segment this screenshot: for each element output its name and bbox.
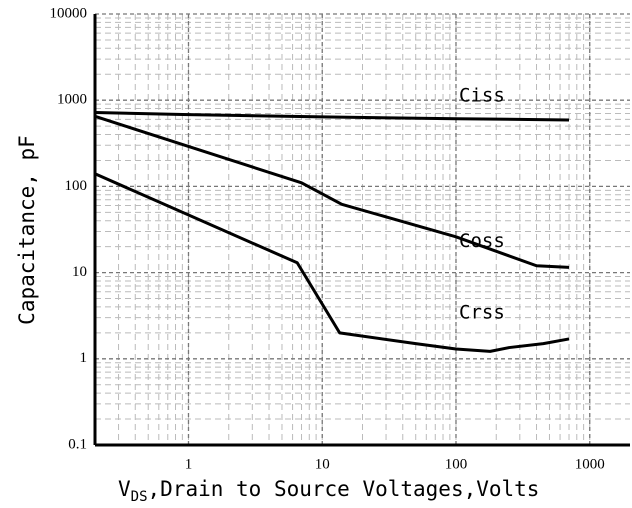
y-tick-label: 10	[72, 264, 87, 280]
series-label: Coss	[459, 230, 505, 252]
y-axis-label: Capacitance, pF	[15, 135, 39, 325]
x-axis-label: VDS,Drain to Source Voltages,Volts	[118, 477, 539, 505]
series-label: Crss	[459, 301, 505, 323]
x-label-main: V	[118, 477, 131, 501]
x-label-sub: DS	[131, 489, 148, 505]
series-label: Ciss	[459, 84, 505, 106]
series-line	[94, 110, 570, 122]
x-tick-label: 100	[445, 456, 468, 472]
x-tick-label: 1	[185, 456, 193, 472]
y-tick-label: 0.1	[68, 436, 87, 452]
y-tick-label: 1	[80, 350, 88, 366]
y-tick-label: 100	[65, 178, 88, 194]
series-line	[94, 114, 570, 269]
y-tick-label: 1000	[57, 92, 87, 108]
x-tick-label: 1000	[575, 456, 605, 472]
x-tick-label: 10	[315, 456, 330, 472]
series-line	[94, 172, 570, 353]
x-label-rest: ,Drain to Source Voltages,Volts	[148, 477, 540, 501]
y-tick-label: 10000	[50, 5, 88, 21]
